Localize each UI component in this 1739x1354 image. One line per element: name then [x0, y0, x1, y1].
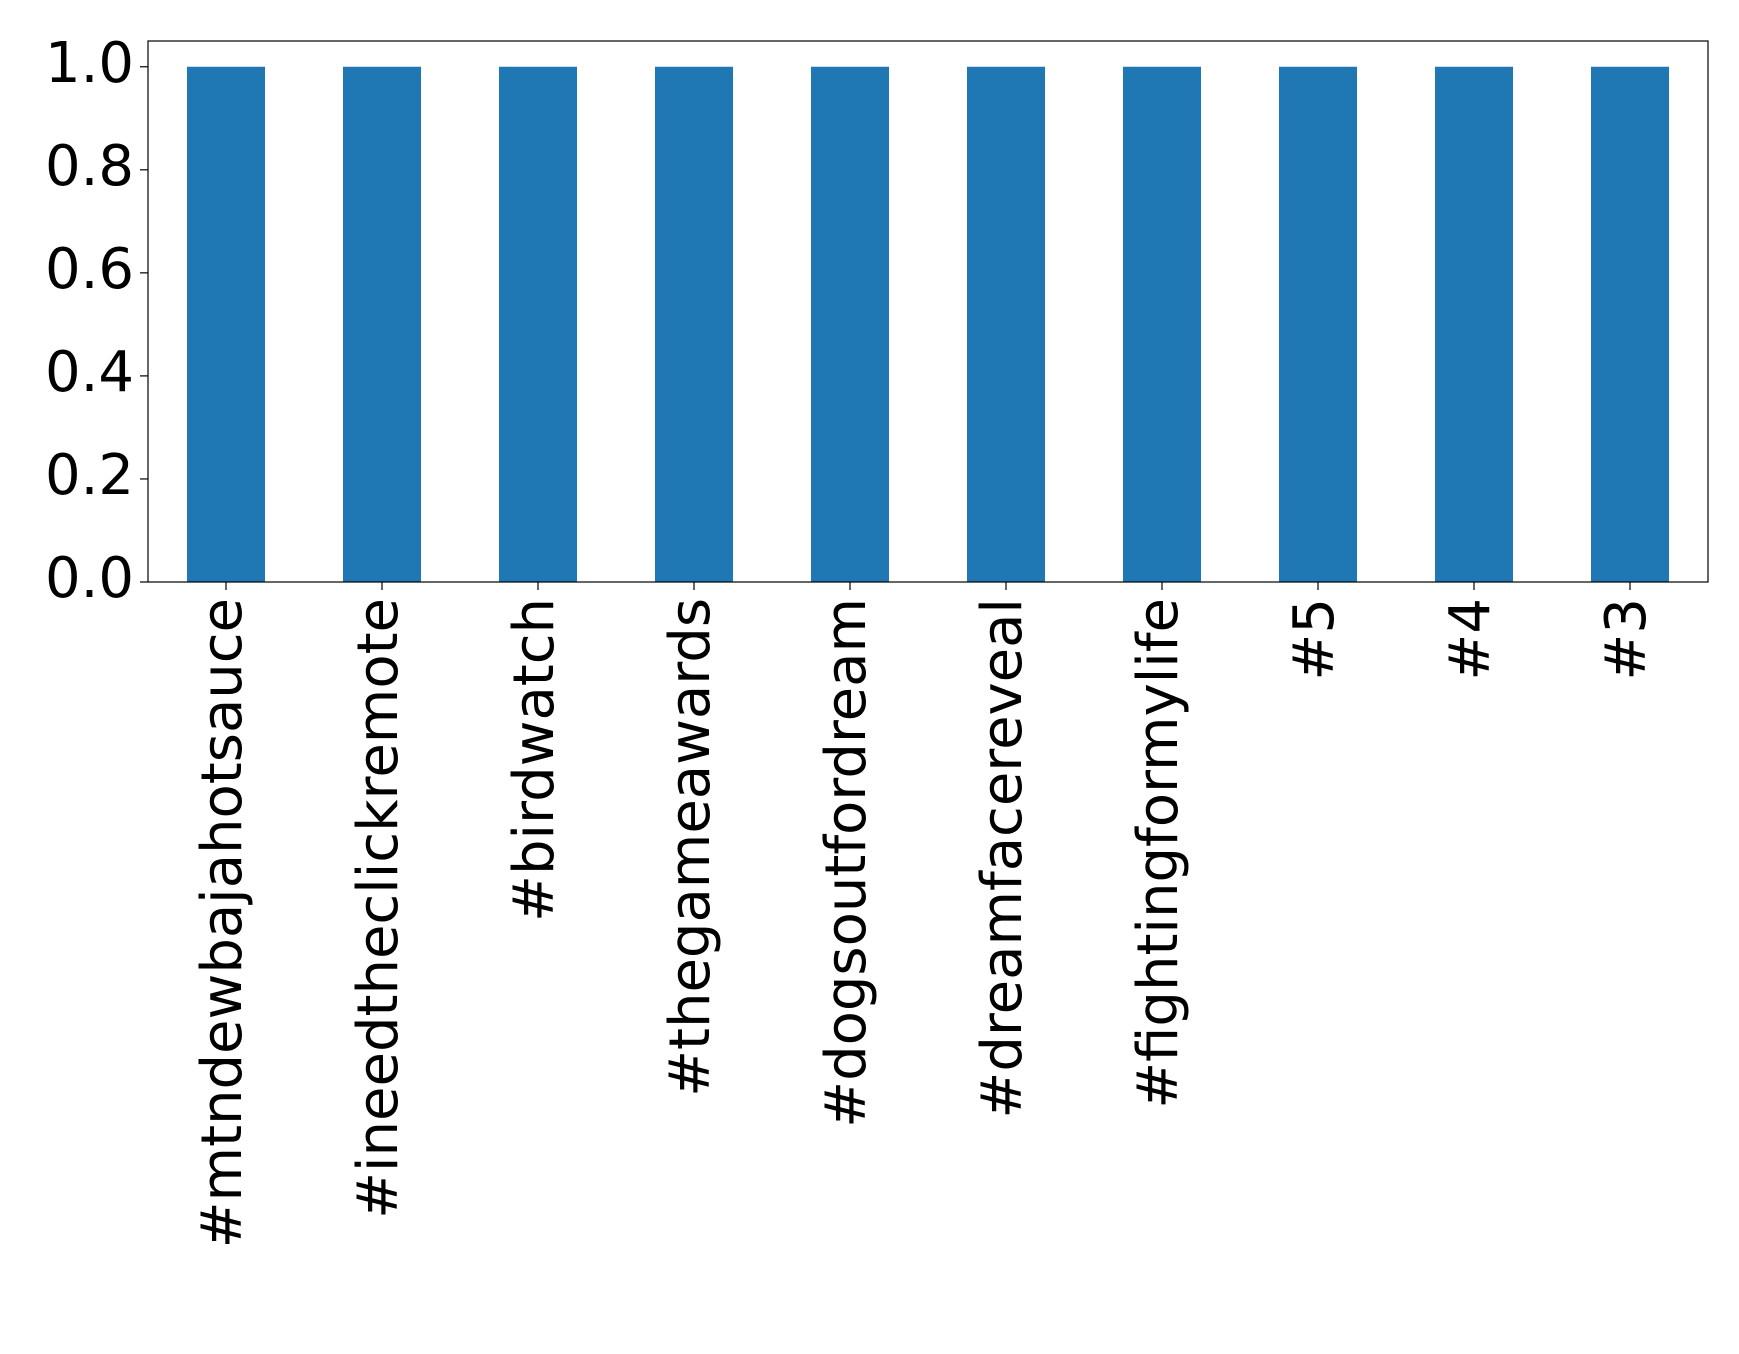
y-tick-label: 0.4 — [45, 340, 134, 405]
bar — [655, 66, 733, 582]
x-tick-label: #fightingformylife — [1126, 598, 1191, 1109]
x-tick-label: #mtndewbajahotsauce — [190, 598, 255, 1248]
y-tick-label: 0.8 — [45, 134, 134, 199]
plot-frame — [147, 40, 1709, 583]
x-tick-label: #5 — [1282, 598, 1347, 681]
y-tick-label: 0.6 — [45, 237, 134, 302]
y-tick-label: 1.0 — [45, 31, 134, 96]
x-tick-label: #dogsoutfordream — [814, 598, 879, 1128]
bar — [967, 66, 1045, 582]
y-tick-label: 0.0 — [45, 546, 134, 611]
bar — [1591, 66, 1669, 582]
bar — [1123, 66, 1201, 582]
bar — [343, 66, 421, 582]
bar — [811, 66, 889, 582]
bar — [499, 66, 577, 582]
x-tick-label: #thegameawards — [658, 598, 723, 1097]
x-tick-label: #dreamfacereveal — [970, 598, 1035, 1119]
bar — [1279, 66, 1357, 582]
bar — [187, 66, 265, 582]
y-tick-label: 0.2 — [45, 443, 134, 508]
x-tick-label: #ineedtheclickremote — [346, 598, 411, 1219]
bar — [1435, 66, 1513, 582]
x-tick-label: #birdwatch — [502, 598, 567, 922]
x-tick-label: #3 — [1594, 598, 1659, 681]
x-tick-label: #4 — [1438, 598, 1503, 681]
